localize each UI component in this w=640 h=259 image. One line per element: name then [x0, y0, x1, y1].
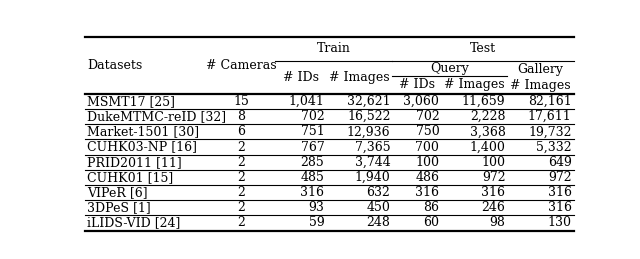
Text: 450: 450	[367, 201, 390, 214]
Text: 7,365: 7,365	[355, 141, 390, 154]
Text: 6: 6	[237, 125, 246, 138]
Text: 2: 2	[237, 156, 246, 169]
Text: 19,732: 19,732	[528, 125, 572, 138]
Text: 17,611: 17,611	[528, 110, 572, 123]
Text: 3,744: 3,744	[355, 156, 390, 169]
Text: Market-1501 [30]: Market-1501 [30]	[87, 125, 199, 138]
Text: 2: 2	[237, 141, 246, 154]
Text: # Images: # Images	[444, 78, 505, 91]
Text: 649: 649	[548, 156, 572, 169]
Text: 972: 972	[548, 171, 572, 184]
Text: 485: 485	[301, 171, 324, 184]
Text: MSMT17 [25]: MSMT17 [25]	[87, 95, 175, 108]
Text: # IDs: # IDs	[282, 71, 319, 84]
Text: # Cameras: # Cameras	[206, 59, 277, 72]
Text: 1,940: 1,940	[355, 171, 390, 184]
Text: # Images: # Images	[329, 71, 390, 84]
Text: 316: 316	[481, 186, 506, 199]
Text: 316: 316	[300, 186, 324, 199]
Text: 486: 486	[415, 171, 439, 184]
Text: # IDs: # IDs	[399, 78, 435, 91]
Text: 285: 285	[301, 156, 324, 169]
Text: 11,659: 11,659	[462, 95, 506, 108]
Text: 32,621: 32,621	[347, 95, 390, 108]
Text: 2: 2	[237, 201, 246, 214]
Text: 60: 60	[423, 217, 439, 229]
Text: 751: 751	[301, 125, 324, 138]
Text: 3,060: 3,060	[403, 95, 439, 108]
Text: 246: 246	[481, 201, 506, 214]
Text: 316: 316	[415, 186, 439, 199]
Text: CUHK03-NP [16]: CUHK03-NP [16]	[87, 141, 197, 154]
Text: 1,041: 1,041	[289, 95, 324, 108]
Text: Datasets: Datasets	[87, 59, 142, 72]
Text: Test: Test	[470, 42, 496, 55]
Text: 93: 93	[308, 201, 324, 214]
Text: DukeMTMC-reID [32]: DukeMTMC-reID [32]	[87, 110, 226, 123]
Text: 59: 59	[308, 217, 324, 229]
Text: PRID2011 [11]: PRID2011 [11]	[87, 156, 182, 169]
Text: CUHK01 [15]: CUHK01 [15]	[87, 171, 173, 184]
Text: Train: Train	[317, 42, 351, 55]
Text: 1,400: 1,400	[470, 141, 506, 154]
Text: 702: 702	[301, 110, 324, 123]
Text: 2,228: 2,228	[470, 110, 506, 123]
Text: Query: Query	[431, 62, 469, 75]
Text: 2: 2	[237, 186, 246, 199]
Text: 632: 632	[367, 186, 390, 199]
Text: 100: 100	[481, 156, 506, 169]
Text: 702: 702	[415, 110, 439, 123]
Text: 82,161: 82,161	[528, 95, 572, 108]
Text: 98: 98	[490, 217, 506, 229]
Text: 2: 2	[237, 171, 246, 184]
Text: 16,522: 16,522	[347, 110, 390, 123]
Text: 15: 15	[234, 95, 250, 108]
Text: 972: 972	[482, 171, 506, 184]
Text: 3DPeS [1]: 3DPeS [1]	[87, 201, 150, 214]
Text: 86: 86	[423, 201, 439, 214]
Text: 767: 767	[301, 141, 324, 154]
Text: 316: 316	[548, 201, 572, 214]
Text: 750: 750	[415, 125, 439, 138]
Text: 248: 248	[367, 217, 390, 229]
Text: iLIDS-VID [24]: iLIDS-VID [24]	[87, 217, 180, 229]
Text: 3,368: 3,368	[470, 125, 506, 138]
Text: 5,332: 5,332	[536, 141, 572, 154]
Text: 130: 130	[548, 217, 572, 229]
Text: 12,936: 12,936	[347, 125, 390, 138]
Text: 100: 100	[415, 156, 439, 169]
Text: 2: 2	[237, 217, 246, 229]
Text: Gallery
# Images: Gallery # Images	[510, 63, 571, 92]
Text: 316: 316	[548, 186, 572, 199]
Text: 700: 700	[415, 141, 439, 154]
Text: VIPeR [6]: VIPeR [6]	[87, 186, 148, 199]
Text: 8: 8	[237, 110, 246, 123]
